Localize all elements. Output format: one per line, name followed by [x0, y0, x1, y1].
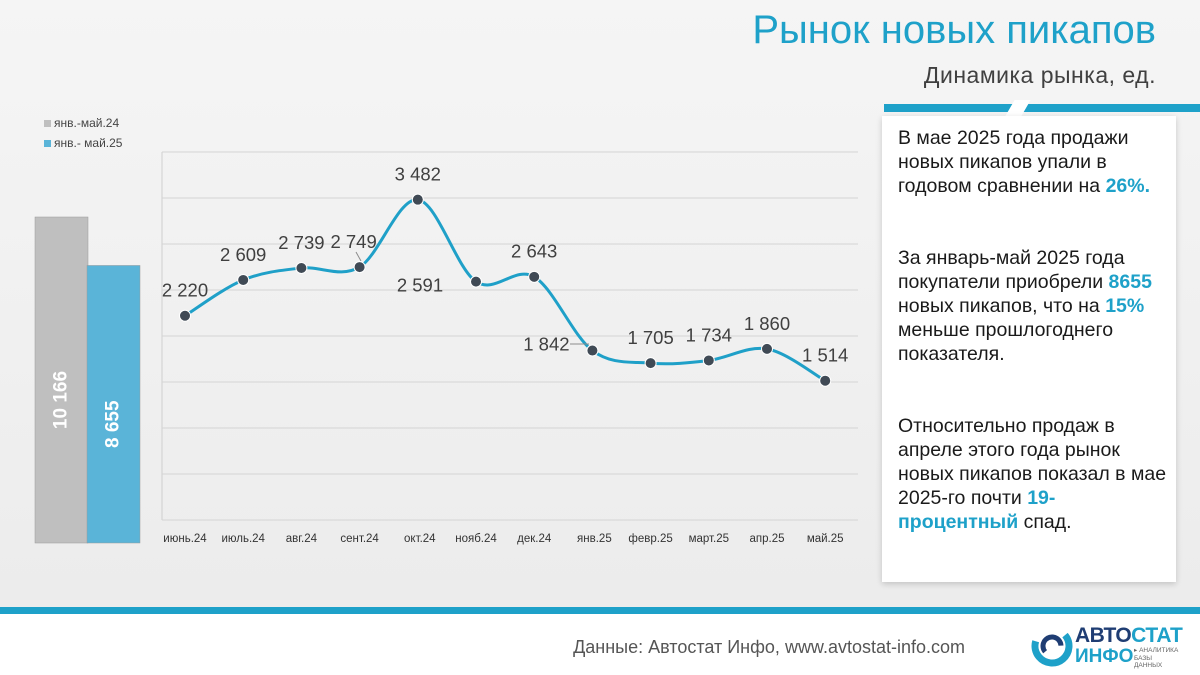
- data-point: [411, 193, 424, 206]
- bar-2025: [86, 265, 141, 544]
- label-leader-line: [355, 251, 362, 262]
- info-highlight-percent: 15%: [1105, 295, 1145, 317]
- data-point: [528, 270, 541, 283]
- x-tick-label: апр.25: [749, 533, 784, 545]
- logo-tagline: ▸ АНАЛИТИКА БАЗЫ ДАННЫХ: [1134, 647, 1179, 669]
- avtostat-logo: АВТОСТАТ ИНФО ▸ АНАЛИТИКА БАЗЫ ДАННЫХ: [1030, 624, 1183, 669]
- logo-word-info: ИНФО: [1075, 646, 1134, 667]
- data-label: 1 842: [523, 333, 569, 354]
- data-label: 2 643: [511, 241, 557, 262]
- data-label: 1 860: [744, 313, 790, 334]
- x-tick-label: июль.24: [221, 533, 265, 545]
- x-tick-label: авг.24: [286, 533, 318, 545]
- info-highlight-mom: 19-процентный: [898, 487, 1056, 533]
- info-highlight-units: 8655: [1108, 271, 1152, 293]
- info-paragraph-2: За январь-май 2025 года покупатели приоб…: [898, 246, 1170, 366]
- legend-entry-2025: янв.- май.25: [44, 133, 122, 153]
- info-highlight-yoy: 26%.: [1105, 175, 1151, 197]
- info-text: меньше прошлогоднего показателя.: [898, 319, 1114, 365]
- legend-swatch-2025: [44, 139, 51, 147]
- bar-2024: [34, 216, 89, 544]
- page-title: Рынок новых пикапов: [752, 8, 1156, 52]
- logo-word-stat: СТАТ: [1131, 624, 1183, 647]
- x-tick-label: февр.25: [628, 533, 672, 545]
- legend-label-2024: янв.-май.24: [54, 116, 120, 130]
- info-paragraph-1: В мае 2025 года продажи новых пикапов уп…: [898, 126, 1170, 198]
- data-label: 1 514: [802, 345, 848, 366]
- data-label: 1 734: [686, 324, 732, 345]
- data-point: [644, 357, 657, 370]
- data-point: [237, 273, 250, 286]
- data-point: [586, 344, 599, 357]
- data-source: Данные: Автостат Инфо, www.avtostat-info…: [573, 637, 965, 657]
- chart-area: 10 166 8 655 2 220 2 609 2 739 2 749 3 482 2 59…: [34, 151, 858, 545]
- x-tick-label: нояб.24: [455, 533, 497, 545]
- x-tick-label: май.25: [807, 533, 844, 545]
- decorative-accent-bar: [884, 104, 1200, 112]
- logo-wordmark: АВТОСТАТ: [1075, 624, 1183, 648]
- info-text: В мае 2025 года продажи новых пикапов уп…: [898, 127, 1129, 197]
- data-point: [179, 309, 191, 322]
- legend-swatch-2024: [44, 119, 51, 127]
- data-point: [353, 261, 366, 274]
- x-tick-label: март.25: [689, 533, 729, 545]
- info-text: спад.: [1018, 511, 1072, 533]
- data-label: 3 482: [395, 164, 441, 185]
- data-point: [470, 275, 482, 288]
- data-label: 2 749: [330, 231, 376, 252]
- info-text: новых пикапов, что на: [898, 295, 1106, 317]
- page-subtitle: Динамика рынка, ед.: [923, 62, 1156, 88]
- info-text: Относительно продаж в апреле этого года …: [898, 415, 1167, 509]
- data-label: 2 739: [278, 232, 324, 253]
- data-point: [761, 342, 773, 355]
- legend-label-2025: янв.- май.25: [54, 136, 123, 150]
- x-tick-label: дек.24: [517, 533, 552, 545]
- logo-word-avto: АВТО: [1075, 624, 1132, 647]
- info-text: За январь-май 2025 года покупатели приоб…: [898, 247, 1125, 293]
- data-point: [819, 374, 832, 387]
- data-label: 2 591: [397, 275, 443, 296]
- x-tick-label: янв.25: [577, 533, 612, 545]
- data-point: [702, 354, 715, 367]
- data-point: [295, 262, 308, 275]
- slide-background: Рынок новых пикапов Динамика рынка, ед. …: [0, 0, 1200, 607]
- data-label: 1 705: [627, 327, 673, 348]
- info-paragraph-3: Относительно продаж в апреле этого года …: [898, 414, 1170, 534]
- logo-mark-icon: [1031, 625, 1073, 667]
- x-tick-label: июнь.24: [163, 533, 207, 545]
- bar-value-label: 10 166: [51, 371, 72, 429]
- bar-legend: янв.-май.24 янв.- май.25: [44, 113, 122, 153]
- footer-accent-line: [0, 607, 1200, 614]
- x-tick-label: окт.24: [404, 533, 436, 545]
- bar-value-label: 8 655: [103, 400, 124, 448]
- legend-entry-2024: янв.-май.24: [44, 113, 122, 133]
- data-label: 2 609: [220, 244, 266, 265]
- data-label: 2 220: [162, 280, 208, 301]
- x-tick-label: сент.24: [340, 533, 379, 545]
- info-box: В мае 2025 года продажи новых пикапов уп…: [882, 116, 1176, 582]
